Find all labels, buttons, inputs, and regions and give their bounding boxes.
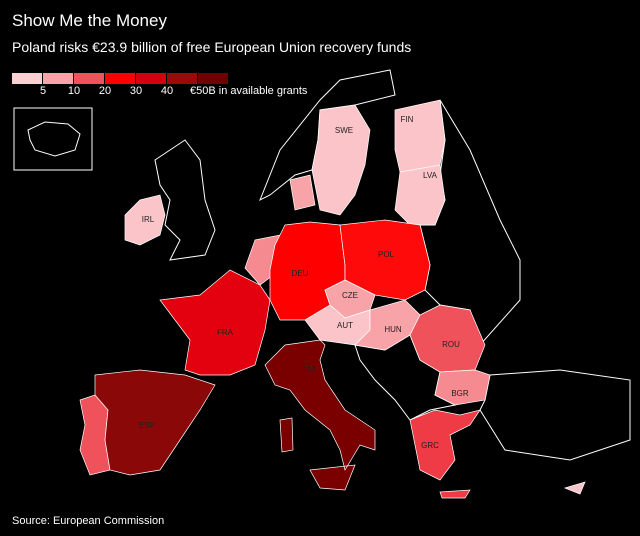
country-label: POL [378,250,395,259]
legend-swatch [198,73,228,84]
legend-swatch [12,73,42,84]
country [159,269,271,376]
country [394,164,446,226]
country-label: DEU [292,269,309,278]
legend-label: 20 [99,85,111,97]
country [264,339,376,491]
legend-swatch [105,73,135,84]
legend-label: 5 [40,85,46,97]
country-label: IRL [142,215,155,224]
denmark [289,174,316,211]
country [394,99,446,176]
country-label: BGR [451,389,469,398]
source: Source: European Commission [12,515,164,527]
country-label: HUN [384,325,402,334]
uk [154,139,216,261]
inset-box [13,107,93,171]
country-label: FIN [401,115,414,124]
legend-label: €50B in available grants [190,85,308,97]
country-label: CZE [342,291,358,300]
country-label: SWE [335,126,353,135]
country-label: LVA [423,171,438,180]
legend-swatch [43,73,73,84]
legend-swatch [167,73,197,84]
country-label: ITA [304,365,317,374]
legend-label: 40 [161,85,173,97]
country-label: FRA [217,328,234,337]
turkey [479,369,631,461]
country [94,369,216,476]
title: Show Me the Money [12,11,167,30]
country-label: GRC [421,441,439,450]
country-label: ESP [139,421,155,430]
iceland [27,121,81,157]
country [409,409,481,499]
country-label: AUT [337,321,353,330]
legend-label: 10 [68,85,80,97]
country [354,299,421,351]
country-label: ROU [442,340,460,349]
subtitle: Poland risks €23.9 billion of free Europ… [12,39,411,55]
legend-label: 30 [130,85,142,97]
country [339,219,431,301]
legend: 5 10 20 30 40 €50B in available grants [12,73,308,97]
legend-swatch [74,73,104,84]
cyprus [563,481,586,495]
country [434,369,491,406]
country [124,194,166,246]
legend-swatch [136,73,166,84]
country [311,104,371,216]
